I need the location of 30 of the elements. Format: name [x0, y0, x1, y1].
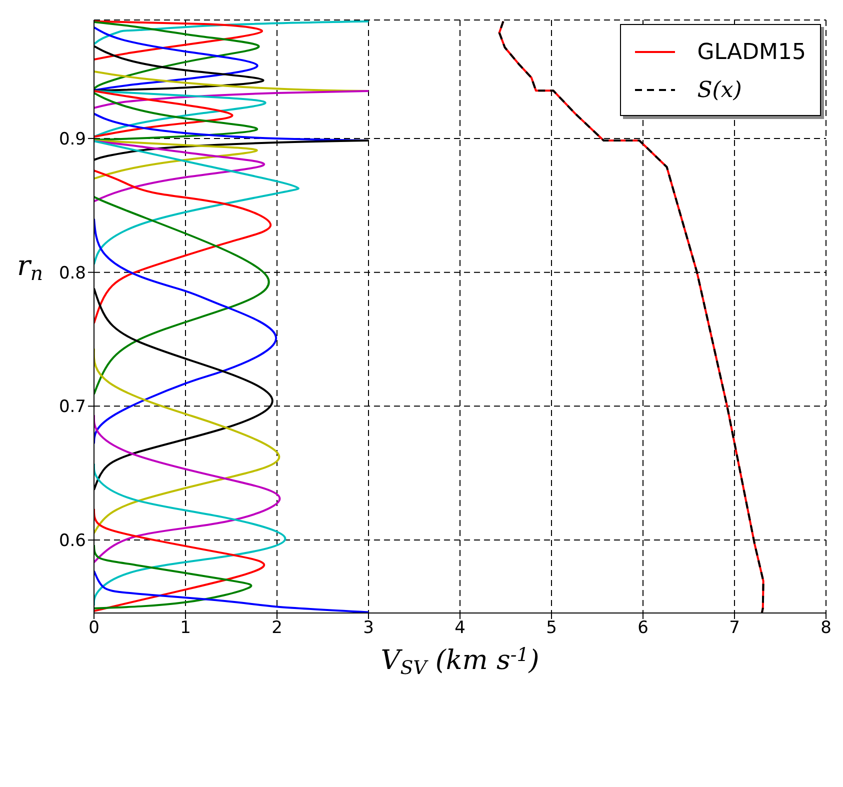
x-tick-label: 0: [88, 618, 100, 638]
x-tick-label: 7: [729, 618, 740, 638]
y-tick-label: 0.9: [58, 130, 86, 150]
line-series: [94, 570, 370, 613]
line-series: [94, 20, 370, 46]
line-series: [94, 140, 300, 266]
y-tick-label: 0.8: [58, 263, 86, 284]
line-series: [94, 348, 280, 534]
x-tick-label: 8: [820, 618, 832, 638]
line-series: [94, 462, 286, 607]
x-tick-label: 1: [180, 618, 191, 638]
x-tick-label: 5: [546, 618, 557, 638]
line-series: [94, 90, 234, 138]
x-axis-title: V$_{SV}$ (km s$^{-1}$): [380, 644, 540, 679]
line-series: [94, 218, 278, 445]
line-series: [94, 139, 258, 180]
legend-label: S(x): [697, 78, 742, 102]
y-tick-label: 0.7: [58, 397, 86, 418]
line-series: [94, 140, 265, 202]
x-tick-label: 6: [638, 618, 648, 638]
line-series: [94, 414, 281, 564]
y-axis-title: r$_{n}$: [16, 248, 44, 285]
line-series: [94, 170, 272, 324]
x-tick-label: 3: [363, 618, 374, 638]
y-tick-label: 0.6: [58, 531, 86, 552]
line-series: [94, 20, 263, 60]
x-tick-label: 2: [272, 618, 282, 638]
legend-label: GLADM15: [697, 40, 806, 64]
x-tick-label: 4: [454, 618, 466, 638]
line-series: [94, 90, 370, 109]
